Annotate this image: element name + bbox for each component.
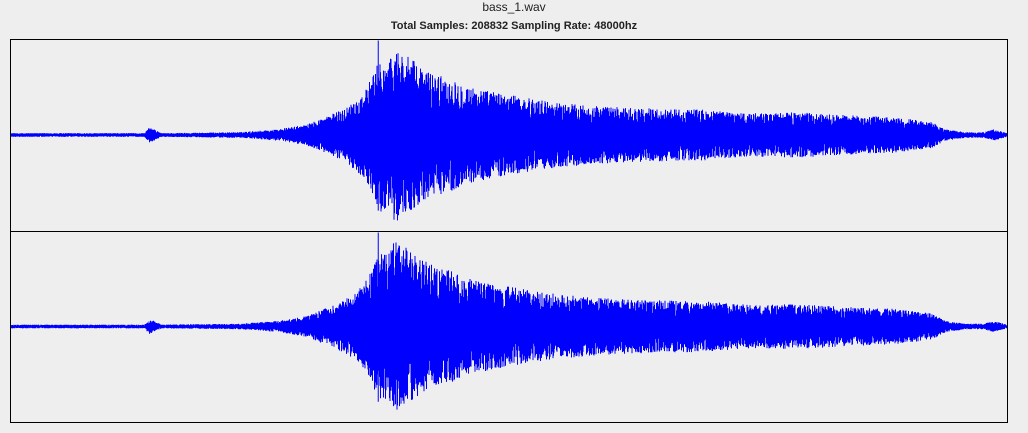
channel-1-waveform-panel (10, 39, 1008, 232)
file-title: bass_1.wav (482, 0, 546, 14)
waveform-channel-1 (11, 53, 1007, 221)
channel-1-waveform (11, 40, 1007, 221)
channel-2-waveform (11, 232, 1007, 410)
channel-2-waveform-panel (10, 231, 1008, 423)
sample-info: Total Samples: 208832 Sampling Rate: 480… (390, 20, 638, 32)
